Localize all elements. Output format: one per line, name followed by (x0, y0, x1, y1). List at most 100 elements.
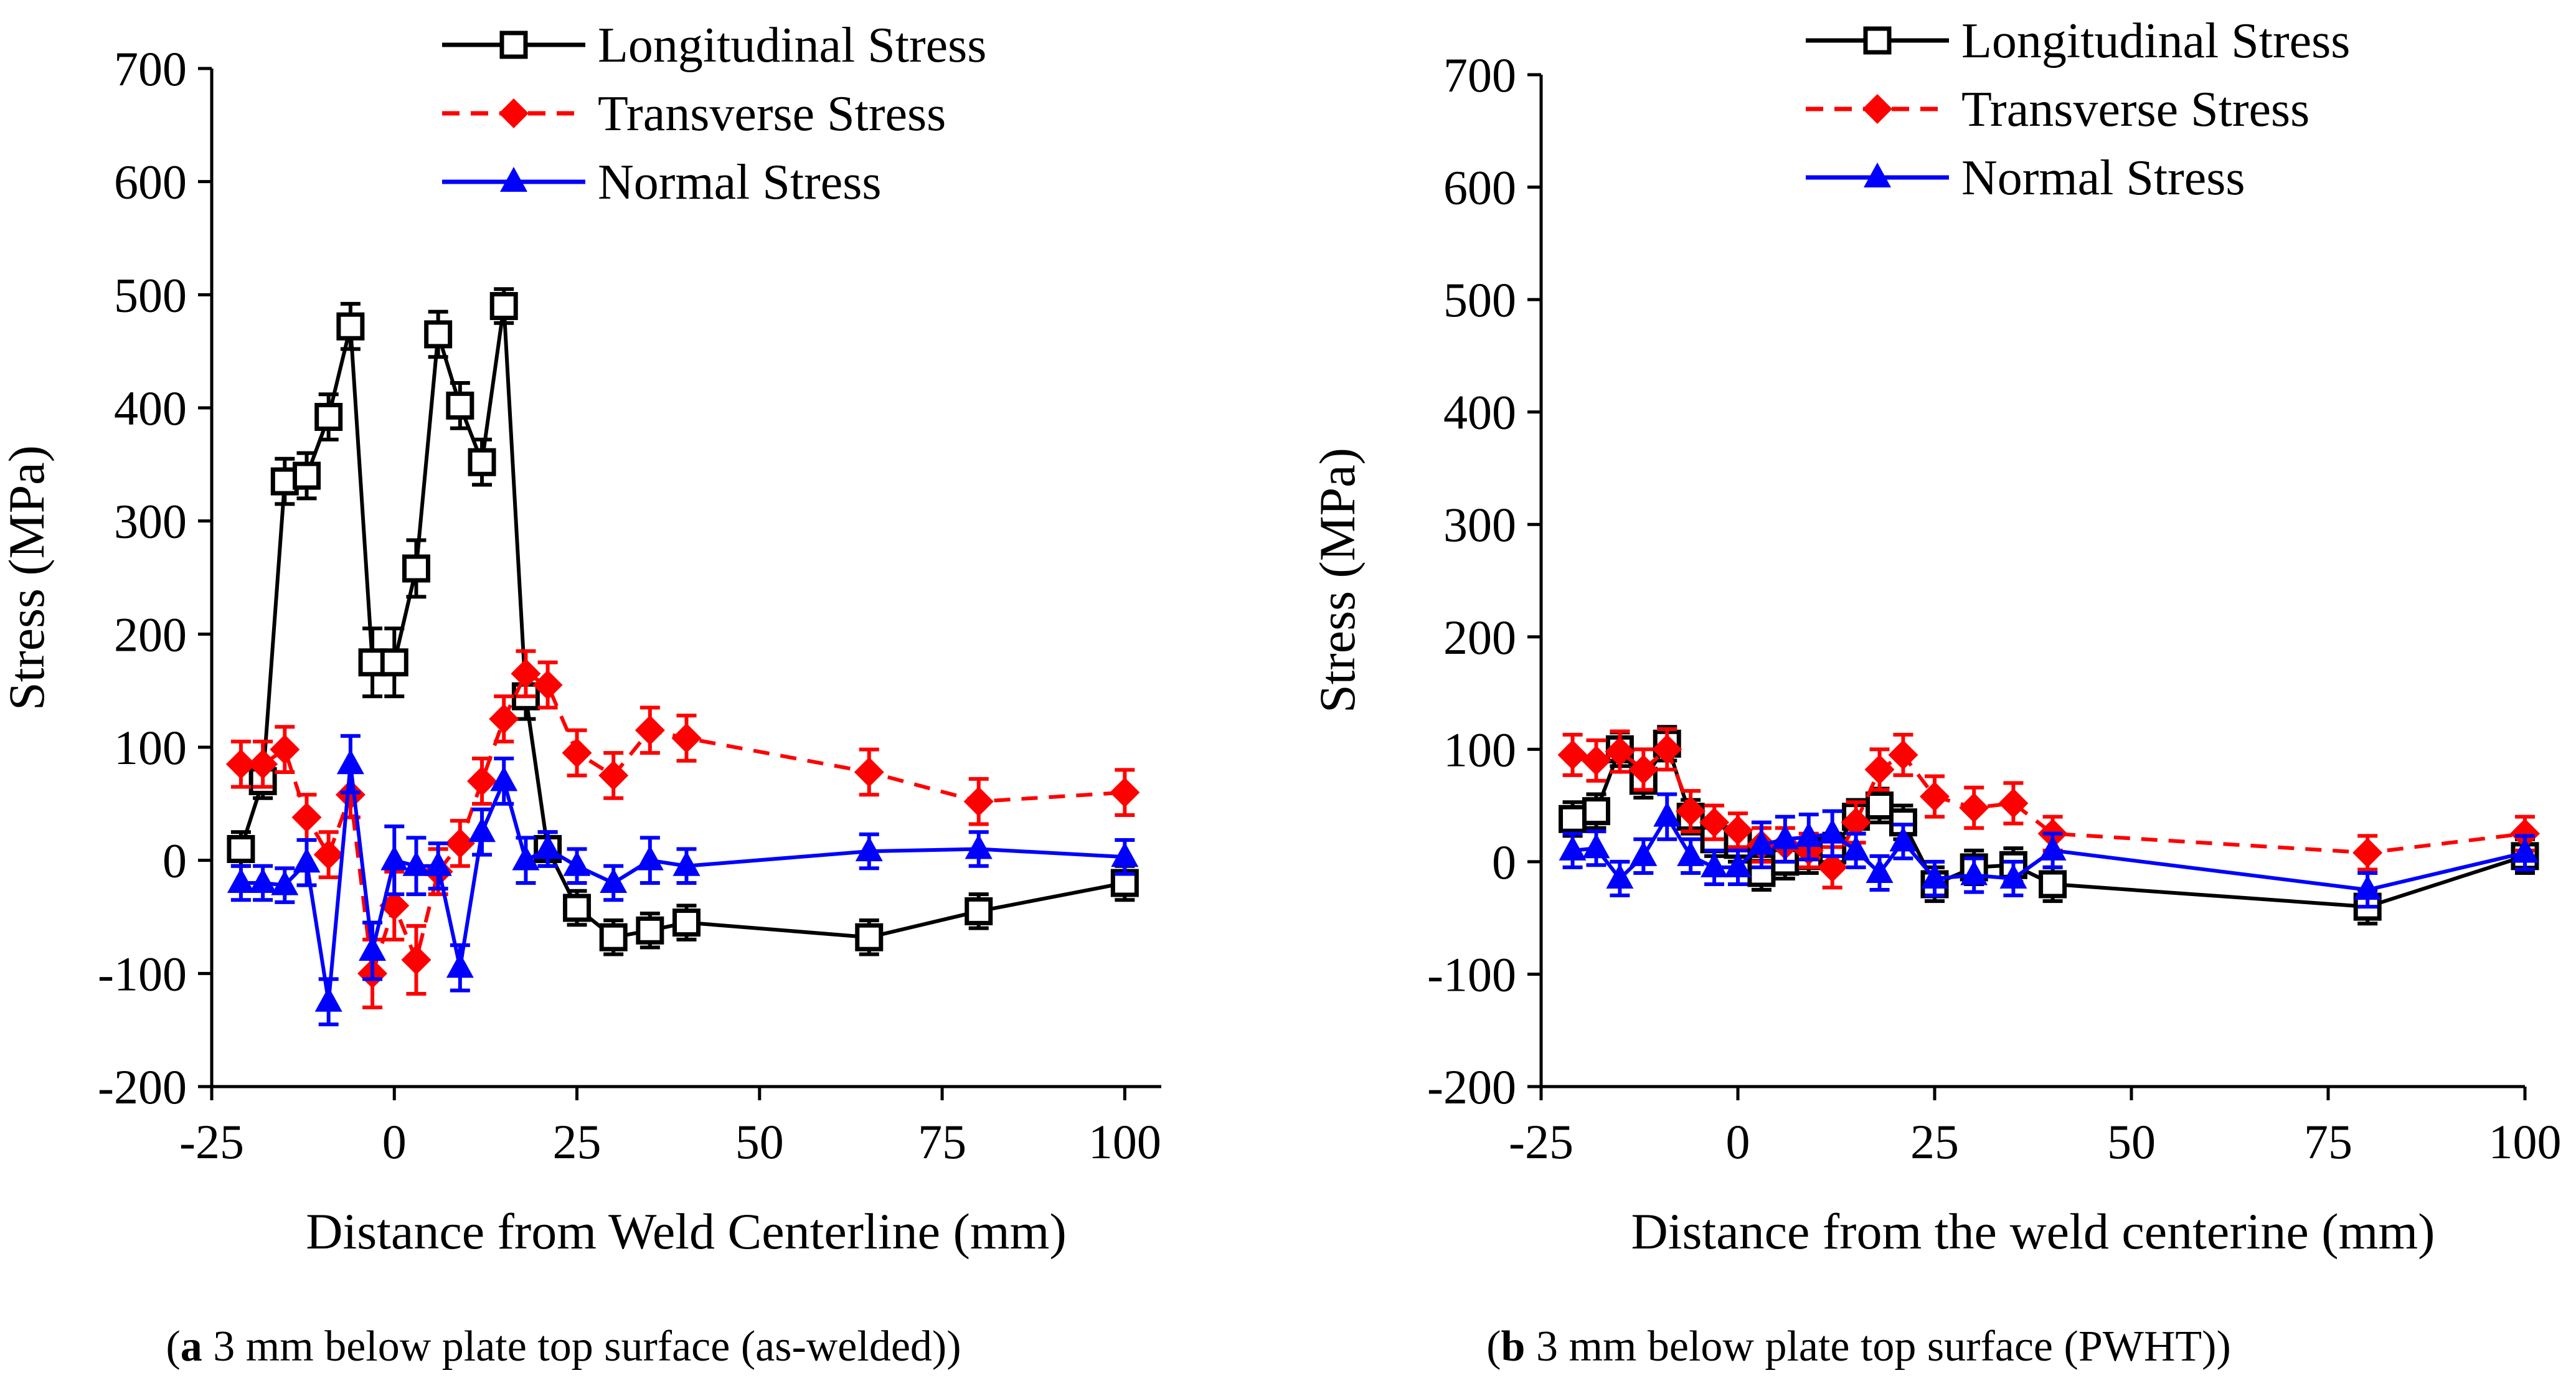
panel-b-transverse-point (1998, 788, 2029, 818)
panel-a-longitudinal-point (293, 461, 321, 490)
panel-b-x-tick-label: 50 (2107, 1115, 2156, 1169)
panel-b-normal-point (2354, 875, 2382, 900)
panel-a-transverse-point (270, 734, 300, 765)
panel-a-legend-transverse-marker (499, 98, 529, 128)
panel-a-y-tick-label: -200 (98, 1060, 187, 1114)
panel-b-y-tick-label: -200 (1427, 1060, 1516, 1114)
panel-a-transverse-point (963, 786, 994, 817)
panel-b-longitudinal-point (1866, 791, 1894, 820)
panel-a-legend: Longitudinal Stress Transverse Stress Norm… (442, 18, 986, 210)
panel-a-normal-point (336, 749, 364, 775)
panel-a-longitudinal-point (270, 467, 299, 496)
panel-a-legend-transverse-label: Transverse Stress (598, 87, 946, 141)
panel-b-y-tick-label: 600 (1443, 161, 1516, 215)
panel-b-transverse-point (1581, 745, 1611, 776)
panel-a-normal-point (446, 953, 474, 978)
panel-a-transverse-point (467, 766, 498, 796)
panel-b-transverse-point (1557, 740, 1588, 770)
panel-b-x-tick-label: 25 (1910, 1115, 1959, 1169)
panel-a-normal-point (563, 851, 591, 876)
panel-b-legend: Longitudinal Stress Transverse Stress Norm… (1806, 14, 2350, 205)
panel-b-transverse-point (1888, 740, 1918, 770)
panel-a-normal-point (490, 766, 518, 791)
panel-b-normal-point (1747, 829, 1775, 855)
panel-b-legend-transverse-marker (1862, 94, 1892, 124)
panel-a-normal-point (512, 845, 540, 871)
panel-a-longitudinal-point (402, 554, 430, 583)
panel-b-normal-point (1701, 852, 1729, 877)
panel-a-normal-point (271, 870, 299, 895)
panel-a-x-tick-label: 0 (382, 1115, 407, 1169)
panel-a-x-tick-label: -25 (179, 1115, 244, 1169)
panel-a-normal-point (672, 851, 701, 876)
panel-b-y-tick-label: 100 (1443, 722, 1516, 776)
panel-a-normal-series (227, 734, 1139, 1027)
panel-b-normal-point (2039, 835, 2067, 861)
panel-a-normal-point (249, 868, 277, 893)
panel-a-normal-point (965, 834, 993, 859)
panel-a-normal-point (636, 845, 664, 871)
caption-b: (b 3 mm below plate top surface (PWHT)) (1486, 1323, 2231, 1371)
panel-a-y-tick-label: 200 (114, 607, 187, 661)
panel-a-y-tick-label: 500 (114, 268, 187, 322)
panel-a-normal-point (1111, 842, 1139, 867)
panel-a-longitudinal-line (239, 304, 1125, 940)
panel-b-normal-point (1677, 841, 1705, 866)
panel-b-normal-point (1771, 824, 1799, 849)
panel-b-legend-normal-marker (1864, 163, 1891, 187)
panel-b-x-tick-label: -25 (1509, 1115, 1573, 1169)
panel-a-legend-longitudinal-label: Longitudinal Stress (598, 18, 986, 73)
panel-b-x-tick-label: 100 (2489, 1115, 2562, 1169)
panel-b-y-tick-label: 200 (1443, 610, 1516, 664)
panel-a-x-tick-label: 50 (735, 1115, 784, 1169)
panel-b-longitudinal-point (2039, 870, 2067, 899)
panel-b-transverse-point (1628, 754, 1659, 785)
panel-b-normal-point (1999, 863, 2027, 889)
panel-b-normal-point (1889, 826, 1917, 852)
panel-a-longitudinal-point (672, 908, 701, 937)
panel-a-legend-normal-marker (500, 167, 527, 192)
panel-b-normal-point (1653, 801, 1681, 827)
panel-a-longitudinal-point (636, 916, 664, 945)
panel-b-normal-point (1582, 833, 1610, 859)
caption-a: (a 3 mm below plate top surface (as-weld… (166, 1323, 961, 1371)
panel-b-transverse-point (2352, 838, 2383, 868)
panel-a-longitudinal-point (336, 312, 365, 341)
panel-b-legend-longitudinal-label: Longitudinal Stress (1961, 14, 2350, 68)
panel-a-transverse-point (598, 760, 629, 791)
panel-a-normal-point (227, 868, 255, 893)
panel-a-y-axis-title: Stress (MPa) (0, 445, 55, 710)
panel-a-transverse-point (225, 749, 256, 780)
svg-text:(b 3 mm below plate top surfac: (b 3 mm below plate top surface (PWHT)) (1486, 1323, 2231, 1371)
panel-b-y-tick-label: -100 (1427, 947, 1516, 1001)
caption-a-text: 3 mm below plate top surface (as-welded) (202, 1323, 946, 1371)
panel-a-longitudinal-point (446, 391, 474, 420)
panel-b-normal-point (1866, 857, 1894, 883)
panel-a-normal-point (380, 845, 408, 871)
panel-a-normal-point (424, 851, 452, 876)
panel-b-transverse-point (1920, 781, 1950, 812)
panel-b-transverse-point (1699, 807, 1730, 838)
panel-a-x-tick-label: 100 (1088, 1115, 1161, 1169)
panel-a-x-axis-title: Distance from Weld Centerline (mm) (306, 1203, 1067, 1260)
panel-a-chart: -200 -100 0 100 200 300 400 500 600 700 -25 0 25 50 75… (0, 18, 1161, 1260)
panel-b-normal-point (1724, 852, 1752, 877)
panel-b-transverse-point (1723, 815, 1753, 846)
panel-a-normal-point (314, 986, 342, 1012)
panel-a-transverse-point (401, 945, 432, 975)
panel-a-transverse-point (635, 715, 665, 745)
panel-b-chart: -200 -100 0 100 200 300 400 500 600 700 -25 0 25 50 75… (1309, 14, 2562, 1260)
panel-b-longitudinal-point (1559, 805, 1587, 833)
panel-a-normal-point (534, 834, 562, 859)
panel-a-transverse-point (291, 802, 322, 833)
panel-a-normal-point (855, 836, 883, 862)
panel-b-transverse-point (1817, 852, 1847, 882)
panel-b-normal-point (1960, 860, 1988, 885)
panel-b-normal-point (1559, 835, 1587, 861)
panel-a-y-tick-label: 600 (114, 155, 187, 209)
panel-b-transverse-point (1676, 796, 1706, 826)
panel-a-y-tick-label: 0 (163, 834, 187, 888)
caption-a-letter: a (181, 1323, 202, 1371)
caption-b-text: 3 mm below plate top surface (PWHT) (1525, 1323, 2216, 1371)
